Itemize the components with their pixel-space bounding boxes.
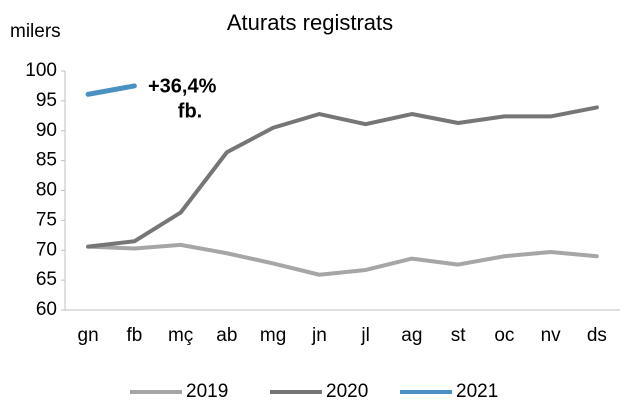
x-tick-label: ag [401, 325, 422, 346]
y-tick-label: 75 [36, 209, 57, 230]
y-axis-label: milers [10, 21, 61, 42]
x-tick-label: mç [168, 325, 193, 346]
y-tick-label: 95 [36, 90, 57, 111]
y-tick-label: 80 [36, 180, 57, 201]
legend-label: 2021 [456, 381, 498, 402]
x-tick-label: mg [260, 325, 286, 346]
y-tick-label: 85 [36, 150, 57, 171]
y-tick-label: 90 [36, 120, 57, 141]
annotation: +36,4% [148, 75, 217, 97]
y-tick-label: 70 [36, 239, 57, 260]
series-line [86, 242, 599, 277]
chart-title: Aturats registrats [227, 10, 393, 35]
x-tick-label: ds [587, 325, 607, 346]
x-tick-label: fb [126, 325, 142, 346]
x-tick-label: oc [494, 325, 514, 346]
x-tick-label: gn [78, 325, 99, 346]
y-tick-label: 65 [36, 269, 57, 290]
legend-label: 2020 [326, 381, 368, 402]
y-tick-label: 100 [25, 60, 57, 81]
y-tick-label: 60 [36, 299, 57, 320]
annotation: fb. [178, 100, 202, 122]
x-tick-label: jn [311, 325, 327, 346]
series-line [85, 83, 137, 97]
x-tick-label: nv [541, 325, 562, 346]
x-tick-label: jl [360, 325, 369, 346]
legend-label: 2019 [186, 381, 228, 402]
x-tick-label: ab [216, 325, 237, 346]
x-tick-label: st [451, 325, 467, 346]
series-line [86, 105, 599, 249]
